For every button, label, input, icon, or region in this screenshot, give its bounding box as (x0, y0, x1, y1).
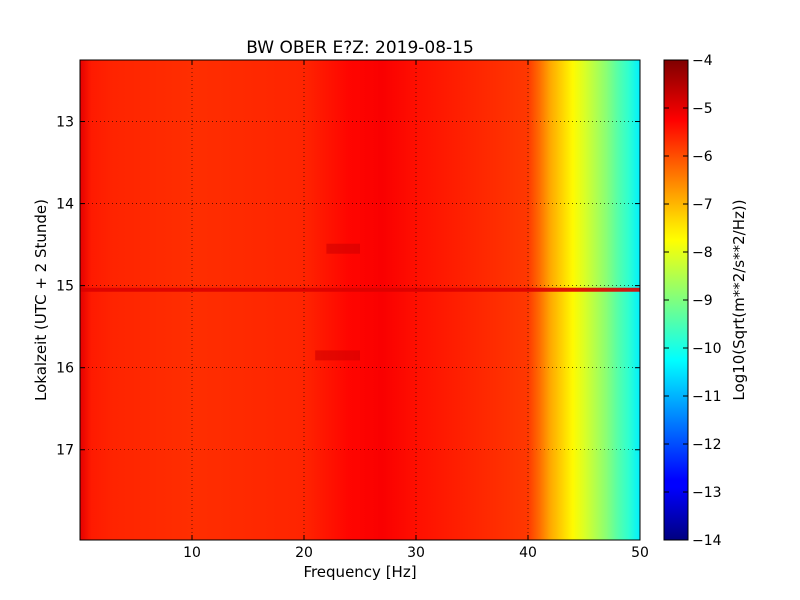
y-tick-label-16: 16 (56, 361, 74, 377)
x-tick-label-30: 30 (407, 545, 425, 561)
colorbar-tick-label--10: −10 (692, 341, 722, 357)
colorbar-tick-label--13: −13 (692, 485, 722, 501)
colorbar-tick-label--9: −9 (692, 293, 713, 309)
colorbar-tick-label--12: −12 (692, 437, 722, 453)
colorbar-tick-label--6: −6 (692, 149, 713, 165)
colorbar-label: Log10(Sqrt(m**2/s**2/Hz)) (730, 199, 748, 400)
colorbar-tick-label--4: −4 (692, 53, 713, 69)
heatmap-row-features (80, 243, 640, 361)
y-tick-label-13: 13 (56, 115, 74, 131)
x-tick-label-50: 50 (631, 545, 649, 561)
colorbar-tick-label--7: −7 (692, 197, 713, 213)
colorbar-tick-label--5: −5 (692, 101, 713, 117)
colorbar-tick-label--14: −14 (692, 533, 722, 549)
colorbar-tick-label--11: −11 (692, 389, 722, 405)
x-tick-label-40: 40 (519, 545, 537, 561)
colorbar-tick-label--8: −8 (692, 245, 713, 261)
x-axis-label: Frequency [Hz] (303, 563, 416, 581)
x-axis: 10 20 30 40 50 (183, 60, 649, 561)
chart-title: BW OBER E?Z: 2019-08-15 (246, 38, 474, 58)
plot-frame (79, 59, 641, 541)
y-tick-label-15: 15 (56, 279, 74, 295)
y-tick-label-17: 17 (56, 443, 74, 459)
heatmap-feature-1 (80, 287, 640, 292)
y-axis: 13 14 15 16 17 (56, 115, 640, 459)
colorbar-ticks: −4 −5 −6 −7 −8 −9 −10 −11 −12 −13 −14 (664, 53, 722, 549)
plot-area (79, 59, 641, 541)
heatmap-feature-2 (326, 243, 360, 254)
colorbar: −4 −5 −6 −7 −8 −9 −10 −11 −12 −13 −14 Log10(Sqrt(m… (663, 53, 748, 549)
y-tick-label-14: 14 (56, 197, 74, 213)
heatmap-feature-3 (315, 350, 360, 361)
x-tick-label-10: 10 (183, 545, 201, 561)
heatmap-base (80, 60, 640, 540)
x-tick-label-20: 20 (295, 545, 313, 561)
y-axis-label: Lokalzeit (UTC + 2 Stunde) (32, 199, 50, 401)
